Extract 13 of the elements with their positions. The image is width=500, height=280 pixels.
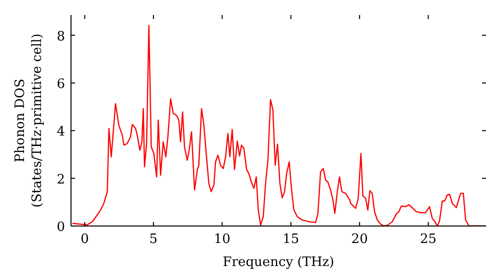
x-tick-label: 5: [149, 232, 158, 247]
y-tick-label: 2: [56, 172, 65, 188]
y-tick-label: 0: [56, 220, 65, 235]
x-tick-label: 0: [80, 232, 89, 247]
y-tick-label: 6: [56, 76, 65, 92]
x-tick-label: 10: [214, 232, 230, 247]
x-axis-title: Frequency (THz): [222, 255, 334, 270]
x-tick-label: 15: [282, 232, 300, 247]
x-tick-label: 20: [351, 232, 368, 247]
y-tick-label: 4: [56, 124, 65, 140]
y-tick-label: 8: [56, 29, 65, 44]
x-tick-label: 25: [420, 232, 437, 247]
y-axis-title: Phonon DOS (States/THz·primitive cell): [13, 33, 45, 208]
